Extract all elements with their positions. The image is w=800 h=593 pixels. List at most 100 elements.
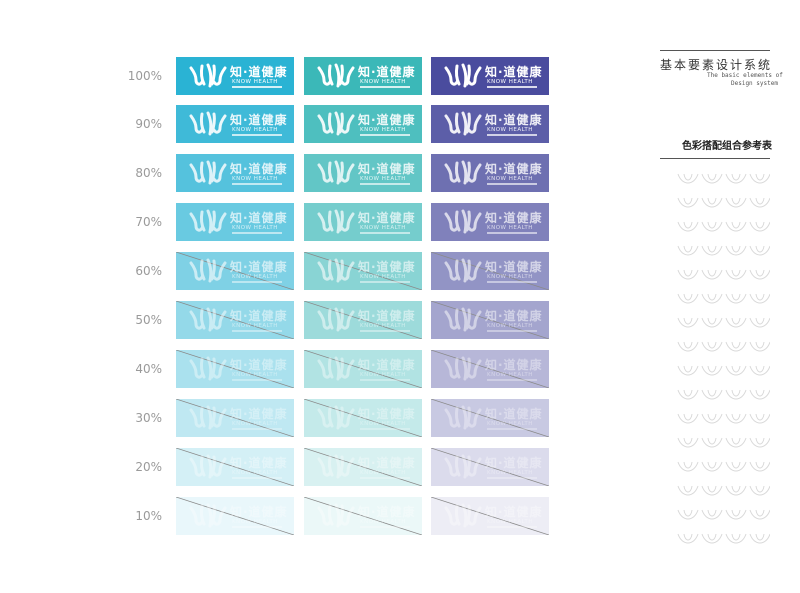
section-title-en-line2: Design system xyxy=(731,80,778,87)
diagonal-slash xyxy=(304,497,422,535)
brand-mark-icon xyxy=(189,405,227,430)
brand-name-en: KNOW HEALTH xyxy=(232,79,278,85)
brand-name-cn: 知·道健康 xyxy=(358,65,416,79)
brand-name-cn: 知·道健康 xyxy=(230,407,288,421)
pattern-motif xyxy=(725,485,747,496)
brand-logo: 知·道健康 KNOW HEALTH xyxy=(188,355,288,383)
pattern-motif xyxy=(677,173,699,184)
opacity-label: 20% xyxy=(135,460,162,474)
brand-name-cn: 知·道健康 xyxy=(230,505,288,519)
opacity-label: 100% xyxy=(127,69,162,83)
brand-underline xyxy=(360,134,410,136)
brand-logo: 知·道健康 KNOW HEALTH xyxy=(443,502,543,530)
pattern-motif xyxy=(677,461,699,472)
brand-underline xyxy=(232,134,282,136)
pattern-motif xyxy=(749,461,770,472)
pattern-motif xyxy=(749,533,770,544)
brand-name-en: KNOW HEALTH xyxy=(232,470,278,476)
pattern-motif xyxy=(677,221,699,232)
color-swatch: 知·道健康 KNOW HEALTH xyxy=(304,203,422,241)
brand-logo: 知·道健康 KNOW HEALTH xyxy=(443,453,543,481)
pattern-motif xyxy=(677,509,699,520)
brand-underline xyxy=(487,134,537,136)
pattern-motif xyxy=(701,317,723,328)
diagonal-slash xyxy=(176,252,294,290)
brand-underline xyxy=(487,86,537,88)
brand-name-cn: 知·道健康 xyxy=(485,113,543,127)
brand-name-cn: 知·道健康 xyxy=(485,162,543,176)
brand-underline xyxy=(360,477,410,479)
opacity-label: 80% xyxy=(135,166,162,180)
color-swatch: 知·道健康 KNOW HEALTH xyxy=(431,301,549,339)
brand-name-cn: 知·道健康 xyxy=(230,260,288,274)
pattern-motif xyxy=(701,509,723,520)
pattern-motif xyxy=(749,269,770,280)
brand-underline xyxy=(360,183,410,185)
brand-mark-icon xyxy=(317,209,355,234)
pattern-motif xyxy=(701,221,723,232)
brand-mark-icon xyxy=(189,356,227,381)
brand-name-cn: 知·道健康 xyxy=(230,309,288,323)
diagonal-slash xyxy=(431,448,549,486)
brand-name-en: KNOW HEALTH xyxy=(232,274,278,280)
color-swatch: 知·道健康 KNOW HEALTH xyxy=(176,252,294,290)
pattern-motif xyxy=(725,221,747,232)
brand-name-en: KNOW HEALTH xyxy=(487,519,533,525)
pattern-motif xyxy=(749,317,770,328)
brand-name-en: KNOW HEALTH xyxy=(360,323,406,329)
brand-logo: 知·道健康 KNOW HEALTH xyxy=(316,208,416,236)
pattern-motif xyxy=(749,485,770,496)
color-swatch: 知·道健康 KNOW HEALTH xyxy=(431,350,549,388)
color-table-subtitle: 色彩搭配组合参考表 xyxy=(682,141,772,152)
brand-name-en: KNOW HEALTH xyxy=(360,127,406,133)
brand-logo: 知·道健康 KNOW HEALTH xyxy=(188,502,288,530)
brand-mark-icon xyxy=(317,111,355,136)
color-swatch: 知·道健康 KNOW HEALTH xyxy=(431,154,549,192)
brand-logo: 知·道健康 KNOW HEALTH xyxy=(188,110,288,138)
brand-name-en: KNOW HEALTH xyxy=(487,323,533,329)
brand-name-en: KNOW HEALTH xyxy=(487,372,533,378)
color-swatch: 知·道健康 KNOW HEALTH xyxy=(304,154,422,192)
brand-name-cn: 知·道健康 xyxy=(358,162,416,176)
opacity-label: 70% xyxy=(135,215,162,229)
brand-name-cn: 知·道健康 xyxy=(485,407,543,421)
brand-name-en: KNOW HEALTH xyxy=(232,176,278,182)
color-swatch: 知·道健康 KNOW HEALTH xyxy=(304,252,422,290)
pattern-motif xyxy=(701,389,723,400)
brand-mark-icon xyxy=(317,454,355,479)
brand-mark-icon xyxy=(317,356,355,381)
pattern-motif xyxy=(677,293,699,304)
brand-underline xyxy=(232,183,282,185)
brand-underline xyxy=(360,526,410,528)
color-swatch: 知·道健康 KNOW HEALTH xyxy=(431,399,549,437)
brand-name-cn: 知·道健康 xyxy=(230,211,288,225)
brand-mark-icon xyxy=(317,405,355,430)
diagonal-slash xyxy=(176,350,294,388)
diagonal-slash xyxy=(304,448,422,486)
color-swatch: 知·道健康 KNOW HEALTH xyxy=(431,252,549,290)
brand-name-en: KNOW HEALTH xyxy=(232,519,278,525)
pattern-motif xyxy=(677,365,699,376)
brand-name-en: KNOW HEALTH xyxy=(360,470,406,476)
brand-name-en: KNOW HEALTH xyxy=(360,225,406,231)
pattern-motif xyxy=(725,509,747,520)
pattern-motif xyxy=(701,365,723,376)
brand-name-en: KNOW HEALTH xyxy=(487,127,533,133)
pattern-motif xyxy=(725,317,747,328)
diagonal-slash xyxy=(176,301,294,339)
brand-mark-icon xyxy=(189,160,227,185)
diagonal-slash xyxy=(176,448,294,486)
brand-name-en: KNOW HEALTH xyxy=(232,421,278,427)
brand-name-en: KNOW HEALTH xyxy=(360,79,406,85)
pattern-motif xyxy=(677,317,699,328)
brand-mark-icon xyxy=(444,307,482,332)
brand-name-cn: 知·道健康 xyxy=(230,456,288,470)
brand-logo: 知·道健康 KNOW HEALTH xyxy=(443,404,543,432)
brand-logo: 知·道健康 KNOW HEALTH xyxy=(316,110,416,138)
title-rule-top xyxy=(660,50,770,51)
brand-logo: 知·道健康 KNOW HEALTH xyxy=(188,453,288,481)
diagonal-slash xyxy=(176,497,294,535)
brand-underline xyxy=(487,477,537,479)
diagonal-slash xyxy=(176,399,294,437)
color-swatch: 知·道健康 KNOW HEALTH xyxy=(176,301,294,339)
